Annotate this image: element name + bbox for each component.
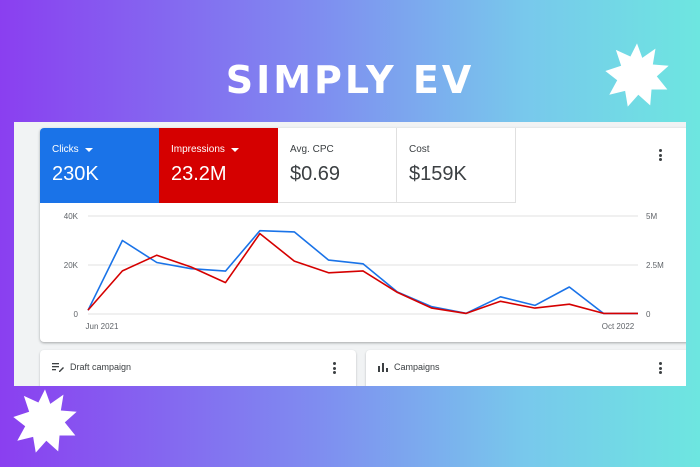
left-axis-tick-label: 20K (64, 261, 79, 270)
more-options-icon[interactable] (654, 360, 666, 376)
metric-value: 23.2M (171, 163, 227, 185)
bar-chart-icon (378, 363, 388, 372)
metric-value: $0.69 (290, 163, 341, 185)
performance-card: Clicks 230K Impressions 23.2M Avg. CPC $… (40, 128, 686, 342)
ads-dashboard-screenshot: Clicks 230K Impressions 23.2M Avg. CPC $… (14, 122, 686, 386)
more-options-icon[interactable] (654, 147, 666, 163)
right-axis-tick-label: 5M (646, 212, 657, 221)
metric-tile-impressions[interactable]: Impressions 23.2M (159, 128, 278, 203)
x-axis-tick-label: Oct 2022 (602, 322, 635, 331)
left-axis-tick-label: 0 (74, 310, 79, 319)
performance-line-chart: 40K 5M 20K 2.5M 0 0 Jun 2021 Oct 2022 (64, 212, 664, 331)
brand-title: SIMPLY EV (225, 58, 475, 102)
metric-label: Clicks (52, 144, 79, 155)
starburst-icon (13, 389, 77, 453)
series-line-clicks (87, 229, 638, 315)
metric-value: $159K (409, 163, 467, 185)
x-axis-tick-label: Jun 2021 (86, 322, 119, 331)
metric-value: 230K (52, 163, 99, 185)
more-options-icon[interactable] (328, 360, 340, 376)
dropdown-caret-icon[interactable] (84, 147, 93, 152)
metric-label: Impressions (171, 144, 225, 155)
panel-title: Campaigns (394, 362, 440, 372)
dropdown-caret-icon[interactable] (230, 147, 239, 152)
starburst-icon (605, 43, 669, 107)
right-axis-tick-label: 2.5M (646, 261, 664, 270)
metric-label: Cost (409, 144, 430, 155)
panel-title: Draft campaign (70, 362, 132, 372)
metric-label: Avg. CPC (290, 144, 334, 155)
right-axis-tick-label: 0 (646, 310, 651, 319)
metric-tile-cost[interactable]: Cost $159K (397, 128, 516, 203)
metric-tile-clicks[interactable]: Clicks 230K (40, 128, 159, 203)
metric-tile-avg-cpc[interactable]: Avg. CPC $0.69 (278, 128, 397, 203)
left-axis-tick-label: 40K (64, 212, 79, 221)
series-line-impressions (87, 232, 638, 315)
draft-icon (52, 363, 64, 372)
campaigns-panel: Campaigns (366, 350, 686, 386)
draft-campaign-panel: Draft campaign (40, 350, 356, 386)
